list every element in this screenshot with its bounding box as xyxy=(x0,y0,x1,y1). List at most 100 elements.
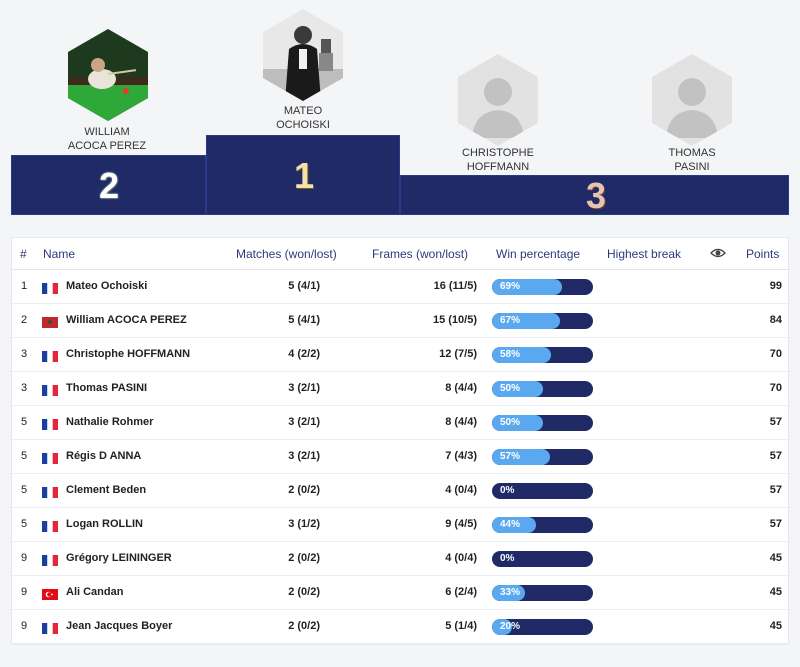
header-rank[interactable]: # xyxy=(20,247,27,261)
podium-step-second: 2 xyxy=(11,155,206,215)
player-photo-third-b[interactable] xyxy=(652,54,732,146)
player-name-link[interactable]: Thomas PASINI xyxy=(66,382,148,394)
win-percentage-label: 0% xyxy=(500,553,515,564)
player-name-link[interactable]: Ali Candan xyxy=(66,586,124,598)
win-percentage-bar: 0% xyxy=(492,551,593,567)
flag-icon-ma xyxy=(42,315,58,328)
win-percentage-label: 50% xyxy=(500,383,521,394)
table-row[interactable]: 5 Logan ROLLIN 3 (1/2) 9 (4/5) 44% 57 xyxy=(12,508,790,542)
header-name[interactable]: Name xyxy=(43,247,76,261)
table-row[interactable]: 9 Jean Jacques Boyer 2 (0/2) 5 (1/4) 20% 45 xyxy=(12,610,790,644)
win-percentage-bar: 57% xyxy=(492,449,593,465)
table-row[interactable]: 9 Ali Candan 2 (0/2) 6 (2/4) 33% 45 xyxy=(12,576,790,610)
header-points[interactable]: Points xyxy=(746,247,780,261)
row-rank: 5 xyxy=(21,416,28,428)
win-percentage-label: 0% xyxy=(500,485,515,496)
row-frames: 8 (4/4) xyxy=(445,416,477,428)
podium-name-third-a: CHRISTOPHE HOFFMANN xyxy=(418,146,578,174)
name-line: MATEO xyxy=(283,105,323,117)
row-frames: 6 (2/4) xyxy=(445,586,477,598)
row-matches: 2 (0/2) xyxy=(288,484,320,496)
rank-number: 2 xyxy=(98,165,120,206)
placeholder-avatar-icon xyxy=(652,54,732,146)
row-rank: 2 xyxy=(21,314,28,326)
table-row[interactable]: 1 Mateo Ochoiski 5 (4/1) 16 (11/5) 69% 99 xyxy=(12,270,790,304)
win-percentage-label: 57% xyxy=(500,451,521,462)
podium-step-third: 3 xyxy=(400,175,789,216)
player-photo-second[interactable] xyxy=(68,29,148,121)
player-name-link[interactable]: Grégory LEININGER xyxy=(66,552,172,564)
row-frames: 4 (0/4) xyxy=(445,552,477,564)
player-name-link[interactable]: Nathalie Rohmer xyxy=(66,416,154,428)
flag-icon-fr xyxy=(42,417,58,430)
table-row[interactable]: 5 Régis D ANNA 3 (2/1) 7 (4/3) 57% 57 xyxy=(12,440,790,474)
row-rank: 5 xyxy=(21,518,28,530)
row-matches: 5 (4/1) xyxy=(288,314,320,326)
player-name-link[interactable]: Clement Beden xyxy=(66,484,147,496)
win-percentage-bar: 67% xyxy=(492,313,593,329)
row-rank: 9 xyxy=(21,552,28,564)
row-frames: 15 (10/5) xyxy=(432,314,477,326)
podium-step-first: 1 xyxy=(206,135,400,215)
name-line: HOFFMANN xyxy=(466,161,530,173)
flag-icon-fr xyxy=(42,485,58,498)
header-highest-break[interactable]: Highest break xyxy=(607,247,682,261)
table-row[interactable]: 5 Nathalie Rohmer 3 (2/1) 8 (4/4) 50% 57 xyxy=(12,406,790,440)
player-name-link[interactable]: William ACOCA PEREZ xyxy=(66,314,187,326)
photo-image xyxy=(263,9,343,101)
table-row[interactable]: 2 William ACOCA PEREZ 5 (4/1) 15 (10/5) 67% 8… xyxy=(12,304,790,338)
flag-icon-fr xyxy=(42,553,58,566)
win-percentage-label: 50% xyxy=(500,417,521,428)
row-points: 57 xyxy=(769,416,782,428)
row-frames: 9 (4/5) xyxy=(445,518,477,530)
player-photo-third-a[interactable] xyxy=(458,54,538,146)
header-win-percentage[interactable]: Win percentage xyxy=(496,247,581,261)
player-name-link[interactable]: Logan ROLLIN xyxy=(66,518,143,530)
row-points: 57 xyxy=(769,484,782,496)
win-percentage-bar: 0% xyxy=(492,483,593,499)
row-rank: 5 xyxy=(21,450,28,462)
name-line: OCHOISKI xyxy=(276,119,330,131)
row-matches: 2 (0/2) xyxy=(288,620,320,632)
podium-name-second: WILLIAM ACOCA PEREZ xyxy=(27,125,187,153)
player-photo-first[interactable] xyxy=(263,9,343,101)
win-percentage-label: 33% xyxy=(500,587,521,598)
row-matches: 5 (4/1) xyxy=(288,280,320,292)
win-percentage-fill xyxy=(492,347,551,363)
win-percentage-bar: 50% xyxy=(492,381,593,397)
row-rank: 9 xyxy=(21,586,28,598)
table-row[interactable]: 3 Thomas PASINI 3 (2/1) 8 (4/4) 50% 70 xyxy=(12,372,790,406)
name-line: ACOCA PEREZ xyxy=(67,140,147,152)
win-percentage-label: 58% xyxy=(500,349,521,360)
win-percentage-bar: 44% xyxy=(492,517,593,533)
player-name-link[interactable]: Jean Jacques Boyer xyxy=(66,620,173,632)
eye-icon[interactable] xyxy=(710,246,726,263)
win-percentage-bar: 58% xyxy=(492,347,593,363)
row-points: 57 xyxy=(769,450,782,462)
row-rank: 9 xyxy=(21,620,28,632)
row-matches: 2 (0/2) xyxy=(288,586,320,598)
row-frames: 8 (4/4) xyxy=(445,382,477,394)
table-row[interactable]: 5 Clement Beden 2 (0/2) 4 (0/4) 0% 57 xyxy=(12,474,790,508)
header-matches[interactable]: Matches (won/lost) xyxy=(236,247,337,261)
row-points: 70 xyxy=(769,382,782,394)
row-matches: 2 (0/2) xyxy=(288,552,320,564)
player-name-link[interactable]: Christophe HOFFMANN xyxy=(66,348,191,360)
win-percentage-bar: 69% xyxy=(492,279,593,295)
name-line: PASINI xyxy=(674,161,710,173)
win-percentage-fill xyxy=(492,279,562,295)
player-name-link[interactable]: Régis D ANNA xyxy=(66,450,142,462)
win-percentage-fill xyxy=(492,415,543,431)
row-points: 45 xyxy=(769,586,782,598)
player-name-link[interactable]: Mateo Ochoiski xyxy=(66,280,148,292)
row-points: 45 xyxy=(769,620,782,632)
row-points: 70 xyxy=(769,348,782,360)
header-frames[interactable]: Frames (won/lost) xyxy=(372,247,469,261)
table-row[interactable]: 9 Grégory LEININGER 2 (0/2) 4 (0/4) 0% 45 xyxy=(12,542,790,576)
table-row[interactable]: 3 Christophe HOFFMANN 4 (2/2) 12 (7/5) 58% 70 xyxy=(12,338,790,372)
flag-icon-fr xyxy=(42,621,58,634)
row-frames: 16 (11/5) xyxy=(433,280,477,292)
row-points: 84 xyxy=(769,314,782,326)
win-percentage-label: 67% xyxy=(500,315,521,326)
